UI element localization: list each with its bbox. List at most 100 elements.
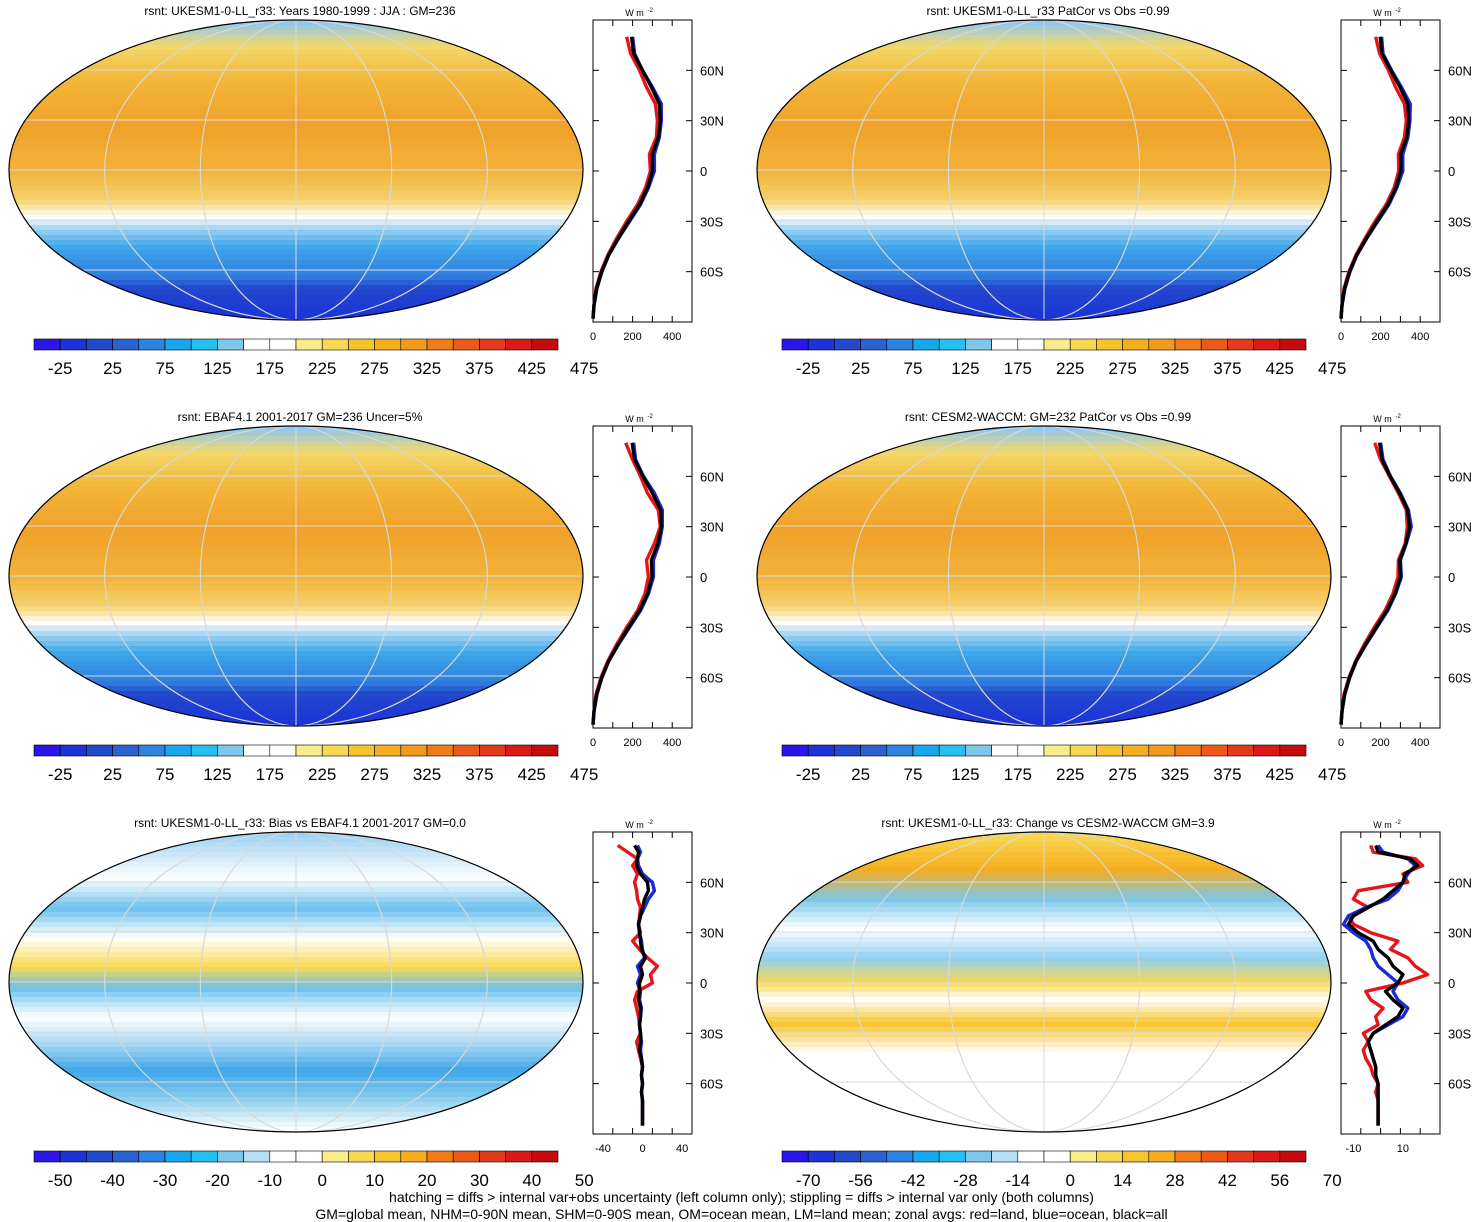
colorbar-tick-label: 125 — [203, 359, 231, 378]
colorbar-swatch — [269, 744, 297, 757]
colorbar-tick-label: -40 — [100, 1171, 125, 1190]
zonal-unit-label: W m — [1373, 820, 1392, 830]
colorbar-swatch — [86, 338, 113, 351]
zonal-mean-plot-0: W m -2 0 200 400 60N 30N 0 30S 60S — [590, 8, 724, 343]
colorbar-swatch — [886, 338, 914, 351]
colorbar-swatch — [1279, 1150, 1307, 1163]
colorbar-tick-label: 30 — [470, 1171, 489, 1190]
zonal-frame — [592, 19, 693, 323]
colorbar-swatch — [164, 1150, 192, 1163]
colorbar-tick-label: 75 — [156, 359, 175, 378]
colorbar-tick-label: 475 — [570, 765, 598, 784]
panel-2: rsnt: EBAF4.1 2001-2017 GM=236 Uncer=5% -… — [8, 410, 724, 784]
colorbar-1: -25 25 75 125 175 225 275 325 375 425 475 — [781, 338, 1346, 378]
colorbar-swatch — [86, 1150, 113, 1163]
map-outline — [8, 425, 584, 727]
colorbar-swatch — [1043, 338, 1071, 351]
colorbar-swatch — [886, 1150, 914, 1163]
colorbar-tick-label: 56 — [1270, 1171, 1289, 1190]
colorbar-swatch — [164, 744, 192, 757]
panel-1: rsnt: UKESM1-0-LL_r33 PatCor vs Obs =0.9… — [756, 4, 1472, 378]
colorbar-tick-label: 375 — [1213, 765, 1241, 784]
colorbar-swatch — [1017, 1150, 1045, 1163]
colorbar-swatch — [1227, 1150, 1254, 1163]
zonal-mean-plot-3: W m -2 0 200 400 60N 30N 0 30S 60S — [1338, 414, 1472, 749]
colorbar-swatch — [807, 338, 835, 351]
colorbar-swatch — [112, 338, 140, 351]
map-graticule — [757, 20, 1331, 320]
colorbar-tick-label: 175 — [256, 765, 284, 784]
colorbar-swatch — [1200, 744, 1228, 757]
colorbar-swatch — [295, 744, 323, 757]
colorbar-swatch — [1122, 338, 1150, 351]
colorbar-swatch — [112, 1150, 140, 1163]
zonal-mean-plot-2: W m -2 0 200 400 60N 30N 0 30S 60S — [590, 414, 724, 749]
zonal-lat-label: 30S — [700, 1026, 723, 1041]
colorbar-swatch — [1096, 338, 1123, 351]
colorbar-tick-label: 75 — [904, 765, 923, 784]
colorbar-swatch — [781, 338, 809, 351]
colorbar-swatch — [138, 338, 166, 351]
zonal-x-tick-label: 0 — [590, 737, 596, 749]
colorbar-swatch — [1200, 1150, 1228, 1163]
colorbar-swatch — [33, 1150, 61, 1163]
zonal-unit-sup: -2 — [648, 8, 654, 14]
colorbar-swatch — [1148, 338, 1176, 351]
colorbar-swatch — [190, 338, 218, 351]
colorbar-tick-label: 70 — [1323, 1171, 1342, 1190]
map-outline — [756, 425, 1332, 727]
colorbar-tick-label: 375 — [465, 359, 493, 378]
zonal-x-tick-label: 200 — [623, 331, 641, 343]
colorbar-swatch — [1148, 744, 1176, 757]
colorbar-swatch — [965, 1150, 992, 1163]
colorbar-swatch — [295, 338, 323, 351]
colorbar-swatch — [374, 1150, 402, 1163]
zonal-lat-label: 0 — [1448, 164, 1455, 179]
colorbar-swatch — [1227, 744, 1254, 757]
zonal-lat-label: 0 — [1448, 976, 1455, 991]
colorbar-swatch — [965, 338, 992, 351]
zonal-lat-label: 30S — [1448, 214, 1471, 229]
colorbar-tick-label: 325 — [1161, 359, 1189, 378]
colorbar-swatch — [59, 1150, 87, 1163]
colorbar-swatch — [217, 744, 244, 757]
colorbar-tick-label: -25 — [48, 765, 73, 784]
colorbar-tick-label: 325 — [1161, 765, 1189, 784]
zonal-lat-label: 60N — [700, 469, 724, 484]
map-graticule — [757, 426, 1331, 726]
zonal-unit-label: W m — [625, 820, 644, 830]
colorbar-swatch — [33, 744, 61, 757]
colorbar-tick-label: 275 — [1108, 359, 1136, 378]
colorbar-swatch — [505, 1150, 533, 1163]
zonal-lat-label: 60S — [700, 265, 723, 280]
colorbar-swatch — [1253, 744, 1281, 757]
zonal-lat-label: 30N — [1448, 114, 1472, 129]
colorbar-swatch — [479, 1150, 506, 1163]
colorbar-tick-label: 50 — [575, 1171, 594, 1190]
zonal-unit-label: W m — [625, 414, 644, 424]
zonal-lat-label: 60S — [700, 671, 723, 686]
zonal-series-all — [591, 36, 662, 319]
colorbar-tick-label: 0 — [317, 1171, 326, 1190]
colorbar-swatch — [1279, 338, 1307, 351]
colorbar-swatch — [834, 1150, 861, 1163]
footer-note-hatching: hatching = diffs > internal var+obs unce… — [389, 1189, 1094, 1205]
panel-title: rsnt: UKESM1-0-LL_r33 PatCor vs Obs =0.9… — [926, 4, 1169, 18]
colorbar-swatch — [1122, 1150, 1150, 1163]
zonal-lat-label: 60N — [1448, 875, 1472, 890]
map-4 — [8, 831, 584, 1133]
colorbar-swatch — [243, 744, 271, 757]
colorbar-swatch — [1227, 338, 1254, 351]
zonal-lat-label: 0 — [700, 164, 707, 179]
colorbar-swatch — [295, 1150, 323, 1163]
map-graticule — [9, 426, 583, 726]
zonal-series-all — [1339, 442, 1412, 725]
zonal-lat-label: 0 — [1448, 570, 1455, 585]
map-graticule — [757, 832, 1331, 1132]
zonal-lat-label: 60N — [1448, 469, 1472, 484]
colorbar-swatch — [33, 338, 61, 351]
colorbar-swatch — [426, 744, 454, 757]
zonal-unit-sup: -2 — [1396, 8, 1402, 14]
colorbar-tick-label: 325 — [413, 765, 441, 784]
